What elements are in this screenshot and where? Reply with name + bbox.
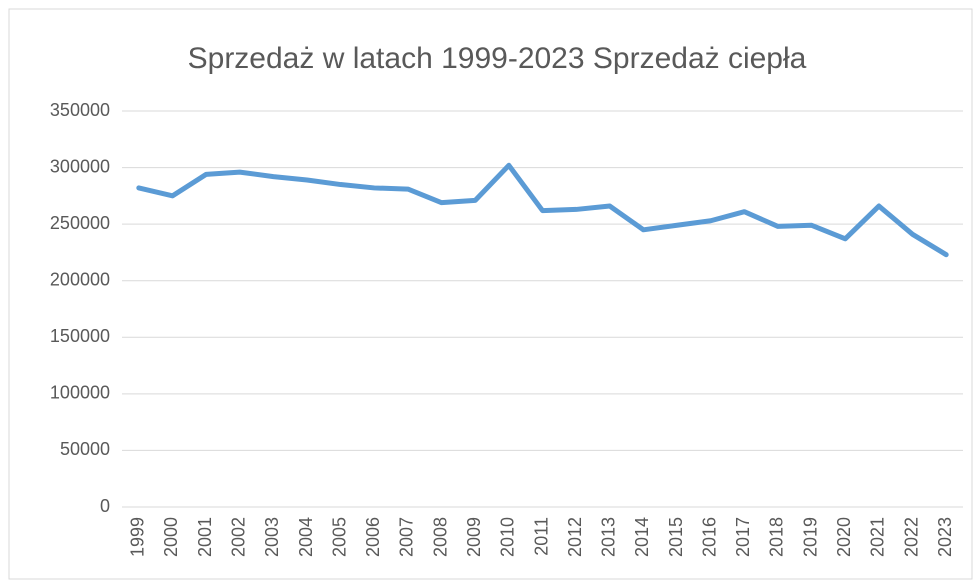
x-tick-label: 2018 [767,517,787,557]
x-tick-label: 2014 [632,517,652,557]
x-tick-label: 2013 [599,517,619,557]
x-tick-label: 2016 [699,517,719,557]
x-tick-label: 2008 [430,517,450,557]
y-tick-label: 100000 [50,383,110,403]
x-tick-label: 2005 [329,517,349,557]
x-tick-label: 2020 [834,517,854,557]
x-tick-label: 2012 [565,517,585,557]
x-tick-label: 2003 [262,517,282,557]
chart-title: Sprzedaż w latach 1999-2023 Sprzedaż cie… [188,42,807,75]
y-tick-label: 200000 [50,269,110,289]
y-tick-label: 50000 [60,439,110,459]
x-tick-label: 2000 [161,517,181,557]
x-tick-label: 2006 [363,517,383,557]
y-tick-label: 300000 [50,156,110,176]
x-tick-label: 2011 [531,517,551,556]
x-tick-label: 1999 [128,517,148,557]
x-tick-label: 2009 [464,517,484,557]
y-tick-label: 0 [100,496,110,516]
x-tick-label: 2017 [733,517,753,557]
x-tick-label: 2010 [498,517,518,557]
y-tick-label: 250000 [50,213,110,233]
x-tick-label: 2002 [228,517,248,557]
x-tick-label: 2007 [397,517,417,557]
x-tick-label: 2019 [800,517,820,557]
data-line [136,162,949,258]
x-tick-label: 2022 [901,517,921,557]
x-tick-label: 2001 [195,517,215,557]
x-tick-label: 2004 [296,517,316,557]
y-tick-label: 350000 [50,100,110,120]
x-tick-label: 2021 [868,517,888,557]
y-tick-label: 150000 [50,326,110,346]
x-tick-label: 2015 [666,517,686,557]
chart-border [8,8,973,580]
x-tick-label: 2023 [935,517,955,557]
